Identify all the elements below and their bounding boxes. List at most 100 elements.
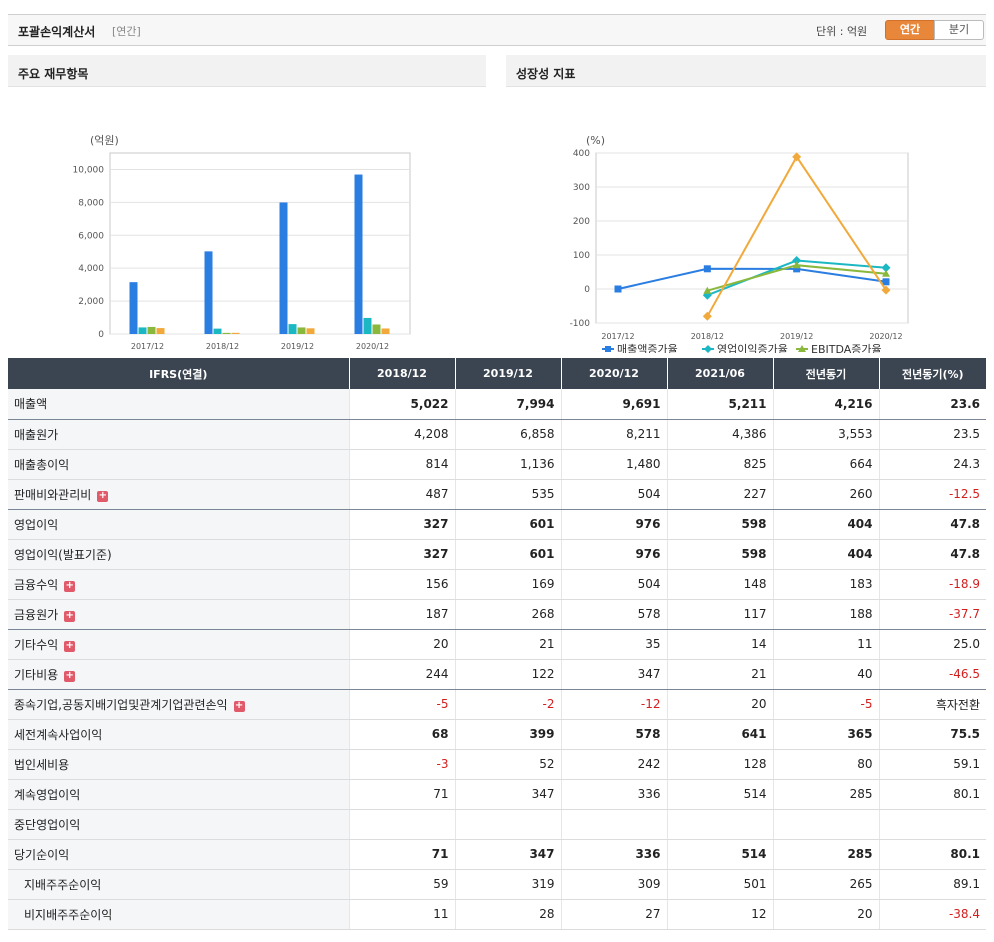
data-point	[882, 269, 890, 277]
y-tick-label: 100	[573, 251, 590, 261]
table-cell: 265	[772, 869, 879, 900]
table-row: 계속영업이익 71 347 336 514 285 80.1	[8, 779, 986, 810]
table-cell: 8,211	[560, 419, 667, 450]
data-point	[703, 265, 711, 273]
bar-3	[222, 332, 231, 334]
table-cell: 598	[666, 539, 773, 570]
row-label-text: 매출총이익	[14, 457, 70, 472]
growth-line-chart: (%) -100 0 100 200 300 400 2017/12 2018/12 2019/1…	[570, 134, 909, 370]
bar-1	[354, 174, 363, 334]
table-cell: -2	[454, 689, 561, 720]
row-label: 계속영업이익	[8, 779, 349, 810]
table-cell: 59	[348, 869, 455, 900]
table-cell: 28	[454, 899, 561, 930]
bar-4	[381, 328, 390, 334]
legend-label: 영업이익증가율	[717, 343, 788, 353]
y-axis-unit: (%)	[586, 134, 605, 147]
row-label-text: 판매비와관리비	[14, 487, 92, 502]
table-cell: 12	[666, 899, 773, 930]
table-cell: 578	[560, 719, 667, 750]
series-line-1	[617, 267, 887, 290]
financial-items-panel: 주요 재무항목 (억원) 0 2,000 4,000 6,000 8,000 10,000 2…	[8, 55, 486, 373]
row-label-text: 당기순이익	[14, 847, 70, 862]
table-row: 영업이익 327 601 976 598 404 47.8	[8, 509, 986, 540]
column-header: 2019/12	[454, 358, 561, 389]
table-cell: 598	[666, 509, 773, 540]
table-cell	[348, 809, 455, 840]
legend-label: EBITDA증가율	[811, 343, 882, 353]
table-cell: 227	[666, 479, 773, 510]
table-cell: 976	[560, 539, 667, 570]
row-label: 중단영업이익	[8, 809, 349, 840]
table-cell	[560, 809, 667, 840]
table-cell: 336	[560, 779, 667, 810]
table-cell: -38.4	[878, 899, 986, 930]
column-header: 2020/12	[560, 358, 667, 389]
row-label: 법인세비용	[8, 749, 349, 780]
table-cell: 122	[454, 659, 561, 690]
table-cell: -46.5	[878, 659, 986, 690]
table-row: 비지배주주순이익 11 28 27 12 20 -38.4	[8, 899, 986, 930]
table-cell: 404	[772, 509, 879, 540]
y-tick-label: 2,000	[78, 297, 104, 307]
expand-plus-icon[interactable]: +	[97, 489, 109, 502]
data-point	[793, 265, 801, 273]
table-cell: 285	[772, 839, 879, 870]
data-point	[881, 263, 891, 273]
data-point	[792, 256, 802, 266]
table-cell: 327	[348, 509, 455, 540]
expand-plus-icon[interactable]: +	[64, 669, 76, 682]
table-cell: 5,211	[666, 389, 773, 420]
x-tick-label: 2018/12	[206, 342, 239, 351]
table-cell: 641	[666, 719, 773, 750]
ifrs-header: IFRS(연결)	[8, 358, 349, 389]
table-row: 종속기업,공동지배기업및관계기업관련손익 + -5 -2 -12 20 -5 흑자전환	[8, 689, 986, 720]
quarter-toggle-button[interactable]: 분기	[934, 20, 984, 40]
table-cell: 501	[666, 869, 773, 900]
table-row: 금융원가 +187 268 578 117 188 -37.7	[8, 599, 986, 630]
table-cell: 47.8	[878, 539, 986, 570]
table-cell: -12.5	[878, 479, 986, 510]
bar-2	[288, 324, 297, 334]
row-label-text: 계속영업이익	[14, 787, 81, 802]
y-tick-label: 200	[573, 217, 590, 227]
table-cell: 336	[560, 839, 667, 870]
row-label-text: 금융수익	[14, 577, 59, 592]
table-cell: 347	[560, 659, 667, 690]
expand-plus-icon[interactable]: +	[64, 609, 76, 622]
row-label-text: 영업이익(발표기준)	[14, 547, 112, 562]
row-label-text: 중단영업이익	[14, 817, 81, 832]
table-cell: 흑자전환	[878, 689, 986, 720]
table-cell: 20	[348, 629, 455, 660]
table-cell: 514	[666, 839, 773, 870]
data-point	[792, 261, 801, 269]
expand-plus-icon[interactable]: +	[233, 699, 245, 712]
row-label: 금융수익 +	[8, 569, 349, 600]
growth-title: 성장성 지표	[506, 55, 986, 87]
table-cell: 169	[454, 569, 561, 600]
table-cell: 347	[454, 779, 561, 810]
table-row: 판매비와관리비 +487 535 504 227 260 -12.5	[8, 479, 986, 510]
row-label: 기타수익 +	[8, 629, 349, 660]
table-cell: 25.0	[878, 629, 986, 660]
y-tick-label: -100	[570, 319, 591, 329]
table-cell: 71	[348, 839, 455, 870]
table-cell: 242	[560, 749, 667, 780]
bar-4	[306, 328, 315, 334]
row-label-text: 법인세비용	[14, 757, 70, 772]
row-label-text: 세전계속사업이익	[14, 727, 103, 742]
row-label: 기타비용 +	[8, 659, 349, 690]
annual-toggle-button[interactable]: 연간	[885, 20, 935, 40]
table-row: 영업이익(발표기준) 327 601 976 598 404 47.8	[8, 539, 986, 570]
table-cell: 268	[454, 599, 561, 630]
table-cell	[772, 809, 879, 840]
expand-plus-icon[interactable]: +	[64, 639, 76, 652]
table-cell: 35	[560, 629, 667, 660]
bar-1	[129, 282, 138, 334]
expand-plus-icon[interactable]: +	[64, 579, 76, 592]
table-cell: 27	[560, 899, 667, 930]
table-cell: 89.1	[878, 869, 986, 900]
table-cell: 7,994	[454, 389, 561, 420]
statement-title: 포괄손익계산서	[18, 25, 96, 39]
table-cell: 148	[666, 569, 773, 600]
